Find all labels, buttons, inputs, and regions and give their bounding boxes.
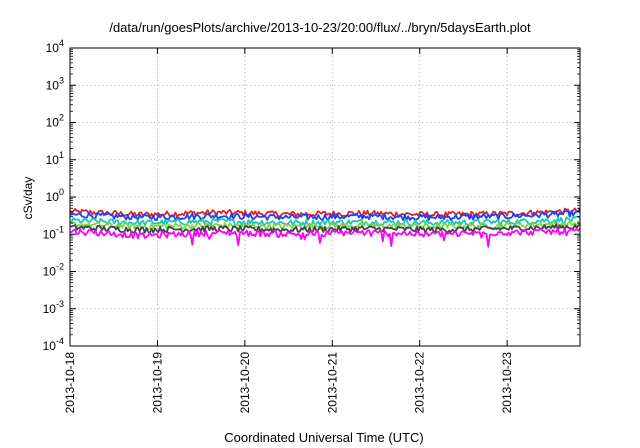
x-tick-label: 2013-10-21 (325, 352, 339, 414)
x-tick-label: 2013-10-18 (63, 352, 77, 414)
chart-title: /data/run/goesPlots/archive/2013-10-23/2… (109, 20, 531, 35)
y-tick-label: 10-1 (43, 224, 64, 241)
series-lines (69, 207, 581, 248)
series-line (69, 207, 581, 219)
x-tick-label: 2013-10-19 (150, 352, 164, 414)
y-tick-label: 102 (46, 113, 64, 130)
y-tick-label: 103 (46, 75, 64, 92)
axis-ticks: 10-4 10-3 10-2 10-1 100 101 102 103 104 2013-10-1… (43, 38, 580, 413)
series-line (70, 227, 581, 248)
series-line (69, 210, 581, 222)
y-tick-label: 101 (46, 150, 64, 167)
y-tick-label: 100 (46, 187, 64, 204)
x-tick-label: 2013-10-22 (413, 352, 427, 414)
x-tick-label: 2013-10-23 (500, 352, 514, 414)
y-axis-label: cSv/day (21, 176, 35, 220)
y-tick-label: 10-2 (43, 262, 64, 279)
grid-lines (70, 48, 580, 346)
x-tick-label: 2013-10-20 (238, 352, 252, 414)
y-tick-label: 10-3 (43, 299, 64, 316)
y-tick-label: 104 (46, 38, 64, 55)
series-line (69, 223, 581, 234)
x-axis-label: Coordinated Universal Time (UTC) (224, 430, 424, 445)
series-line (69, 215, 581, 227)
y-tick-label: 10-4 (43, 336, 64, 353)
